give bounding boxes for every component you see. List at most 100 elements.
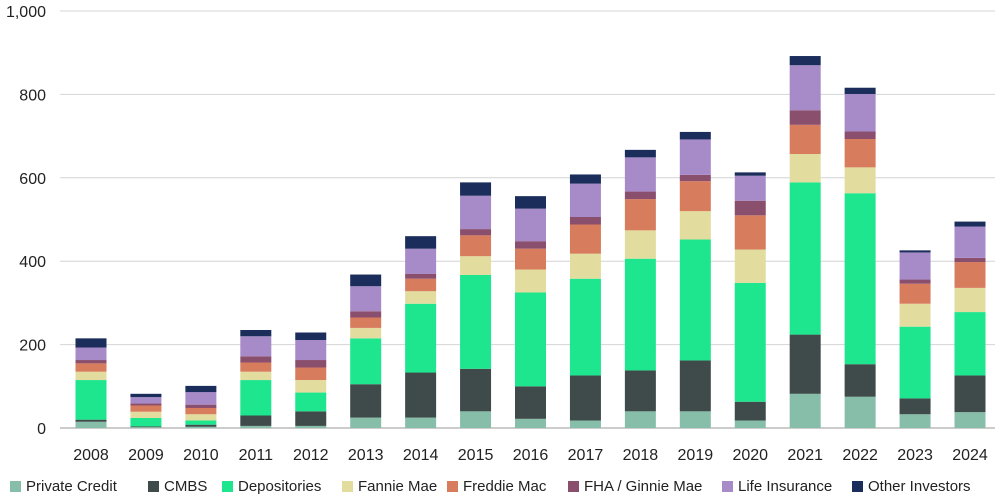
bar-segment [405,278,437,292]
bar-stack-2012 [295,332,327,428]
bar-segment [350,327,382,339]
x-tick-label: 2014 [403,447,439,464]
bar-segment [734,420,766,428]
bar-segment [954,226,986,258]
bar-segment [295,425,327,428]
bar-segment [240,356,272,363]
bar-segment [130,426,162,428]
bar-segment [75,363,107,372]
legend-item: CMBS [148,478,207,495]
y-tick-label: 600 [19,171,46,188]
bar-segment [899,252,931,280]
bar-segment [789,124,821,155]
bar-segment [405,236,437,249]
bar-segment [460,182,492,196]
bar-segment [405,372,437,418]
legend-swatch [222,481,233,492]
bar-segment [515,269,546,293]
legend-item: Freddie Mac [447,478,547,495]
bar-segment [240,380,272,416]
bar-stack-2021 [789,56,821,428]
bar-segment [460,274,492,369]
bar-segment [130,417,162,427]
bar-segment [460,256,492,275]
bar-segment [624,149,656,158]
bar-segment [954,375,986,413]
bar-segment [789,110,821,125]
x-tick-label: 2008 [73,447,109,464]
bar-segment [844,139,876,168]
x-tick-label: 2017 [568,447,604,464]
legend-label: Fannie Mae [358,478,437,495]
bar-segment [460,195,492,230]
x-tick-label: 2024 [952,447,988,464]
x-tick-label: 2020 [732,447,768,464]
bar-segment [295,360,327,368]
bar-segment [844,167,876,194]
bar-segment [899,283,931,304]
bar-segment [460,368,492,412]
bar-segment [185,407,217,415]
bar-segment [350,317,382,328]
bar-segment [75,371,107,381]
x-axis-ticks: 2008 2009 2010 2011 2012 2013 2014 2015 2016 2017… [73,447,988,464]
bar-segment [569,224,601,254]
x-tick-label: 2011 [239,447,274,464]
x-tick-label: 2009 [128,447,164,464]
bar-segment [844,193,876,365]
bar-segment [789,393,821,428]
bar-stack-2014 [405,236,437,428]
y-tick-label: 1,000 [6,4,46,21]
bar-segment [185,392,217,405]
y-tick-label: 0 [37,421,46,438]
legend-label: Depositories [238,478,321,495]
bar-segment [295,411,327,426]
bar-segment [515,248,546,270]
bar-segment [515,208,546,242]
bar-segment [679,174,711,182]
legend-label: FHA / Ginnie Mae [584,478,702,495]
bar-segment [185,424,217,427]
legend-label: Private Credit [26,478,118,495]
legend-item: Other Investors [852,478,971,495]
bar-segment [460,411,492,428]
bar-segment [130,405,162,412]
bars [75,56,986,428]
bar-stack-2019 [679,131,711,428]
bar-segment [515,241,546,249]
legend-label: Life Insurance [738,478,832,495]
bar-segment [624,157,656,192]
bar-segment [350,338,382,385]
bar-segment [75,421,107,428]
legend-item: FHA / Ginnie Mae [568,478,702,495]
legend-label: CMBS [164,478,207,495]
y-tick-label: 400 [19,254,46,271]
x-tick-label: 2021 [787,447,823,464]
x-tick-label: 2012 [293,447,329,464]
bar-segment [460,235,492,257]
bar-segment [789,56,821,66]
bar-stack-2020 [734,172,766,428]
bar-segment [899,303,931,327]
bar-segment [240,336,272,357]
bar-segment [350,311,382,318]
bar-segment [734,200,766,216]
bar-segment [734,215,766,250]
x-tick-label: 2023 [897,447,933,464]
bar-segment [679,411,711,428]
bar-segment [734,249,766,283]
bar-stack-2008 [75,338,107,428]
bar-stack-2018 [624,149,656,428]
bar-segment [679,360,711,412]
bar-segment [679,181,711,212]
bar-segment [624,370,656,412]
bar-segment [624,199,656,231]
bar-segment [185,420,217,425]
x-tick-label: 2010 [183,447,219,464]
bar-segment [844,131,876,140]
bar-segment [789,182,821,335]
legend-swatch [148,481,159,492]
bar-segment [185,426,217,428]
bar-stack-2024 [954,221,986,428]
